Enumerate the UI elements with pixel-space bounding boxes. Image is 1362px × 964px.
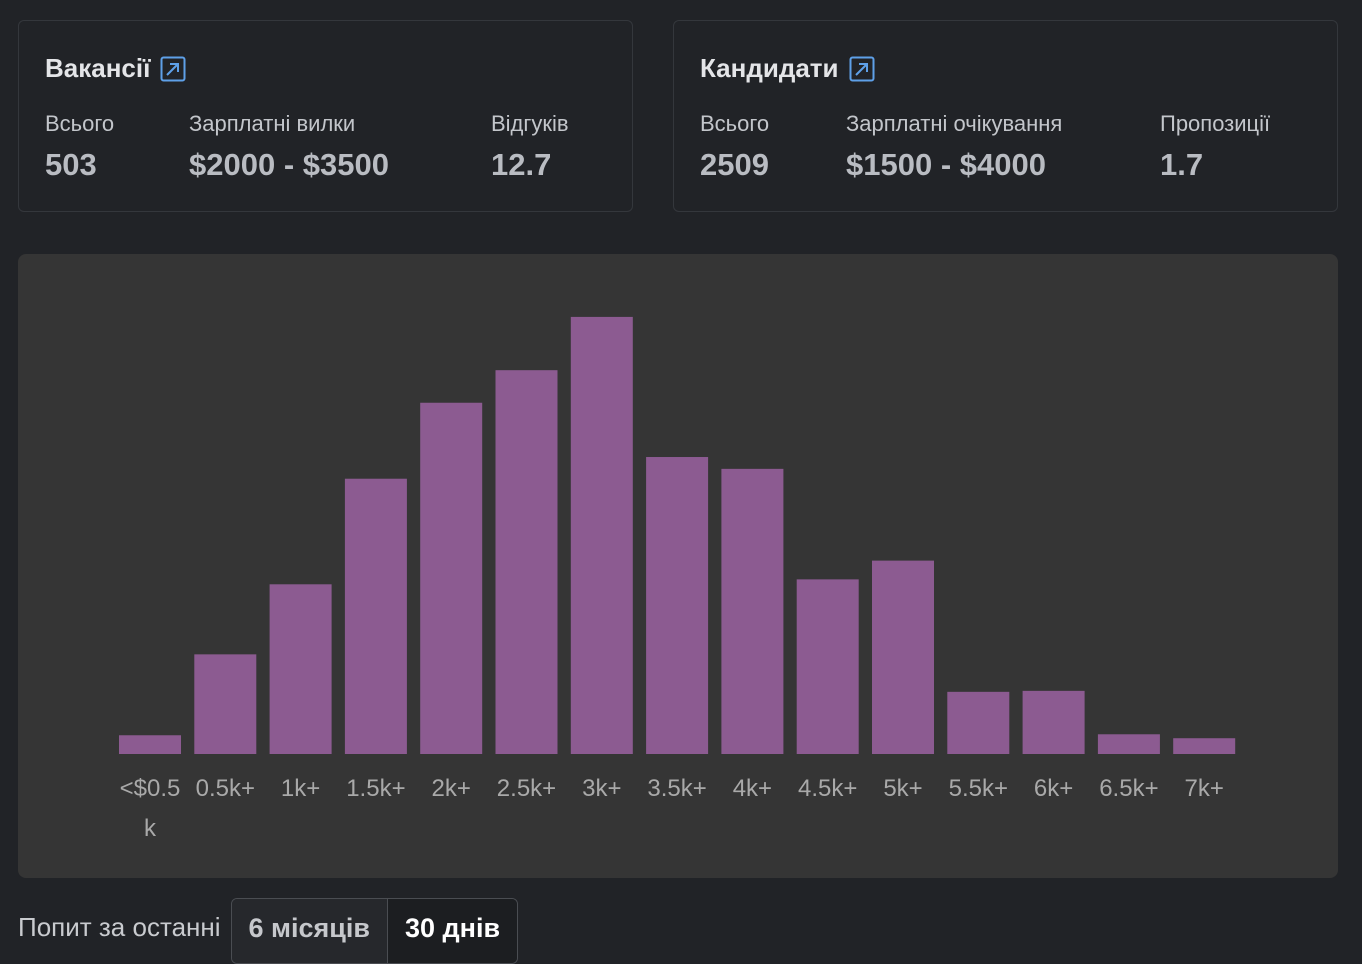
histogram-bar[interactable] xyxy=(270,584,332,754)
x-tick-label: 2.5k+ xyxy=(497,775,556,802)
histogram-bar[interactable] xyxy=(646,457,708,754)
x-tick-label: 0.5k+ xyxy=(196,775,255,802)
vacancies-title-text: Вакансії xyxy=(45,53,150,84)
histogram-bar[interactable] xyxy=(571,317,633,754)
external-link-icon[interactable] xyxy=(160,56,186,82)
vacancies-responses: Відгуків 12.7 xyxy=(491,111,569,183)
stat-value: $2000 - $3500 xyxy=(189,147,389,183)
x-tick-label: 4k+ xyxy=(733,775,772,802)
candidates-title-text: Кандидати xyxy=(700,53,839,84)
histogram-bar[interactable] xyxy=(1173,738,1235,754)
candidates-salary-expectations: Зарплатні очікування $1500 - $4000 xyxy=(846,111,1062,183)
stat-value: 1.7 xyxy=(1160,147,1270,183)
x-tick-label: 3.5k+ xyxy=(647,775,706,802)
histogram-bar[interactable] xyxy=(345,479,407,754)
stat-label: Пропозиції xyxy=(1160,111,1270,137)
x-tick-label: 4.5k+ xyxy=(798,775,857,802)
vacancies-salary-range: Зарплатні вилки $2000 - $3500 xyxy=(189,111,389,183)
x-tick-label: 2k+ xyxy=(432,775,471,802)
stat-value: 2509 xyxy=(700,147,769,183)
histogram-bar[interactable] xyxy=(1023,691,1085,754)
demand-period: Попит за останні 6 місяців 30 днів xyxy=(18,898,518,958)
histogram-bar[interactable] xyxy=(721,469,783,754)
stat-label: Зарплатні вилки xyxy=(189,111,389,137)
x-tick-label: <$0.5 k xyxy=(120,775,181,842)
histogram-bar[interactable] xyxy=(947,692,1009,754)
candidates-total: Всього 2509 xyxy=(700,111,769,183)
histogram-bar[interactable] xyxy=(797,579,859,754)
stat-label: Всього xyxy=(700,111,769,137)
salary-histogram: <$0.5 k 0.5k+ 1k+ 1.5k+ 2k+ 2.5k+ 3k+ 3.5k+ 4k+ 4.… xyxy=(18,254,1338,878)
x-tick-label: 1.5k+ xyxy=(346,775,405,802)
period-6-months-button[interactable]: 6 місяців xyxy=(232,899,387,963)
x-tick-label: 5k+ xyxy=(883,775,922,802)
candidates-title: Кандидати xyxy=(700,53,875,84)
stat-label: Відгуків xyxy=(491,111,569,137)
x-tick-label: 7k+ xyxy=(1185,775,1224,802)
histogram-bar[interactable] xyxy=(119,735,181,754)
x-tick-label: 6k+ xyxy=(1034,775,1073,802)
histogram-bar[interactable] xyxy=(194,654,256,754)
demand-period-label: Попит за останні xyxy=(18,912,221,943)
histogram-bar[interactable] xyxy=(496,370,558,754)
stat-value: 503 xyxy=(45,147,114,183)
stat-value: $1500 - $4000 xyxy=(846,147,1062,183)
candidates-card: Кандидати Всього 2509 Зарплатні очікуван… xyxy=(673,20,1338,212)
vacancies-total: Всього 503 xyxy=(45,111,114,183)
x-tick-label: 3k+ xyxy=(582,775,621,802)
period-30-days-button[interactable]: 30 днів xyxy=(387,899,517,963)
histogram-svg: <$0.5 k 0.5k+ 1k+ 1.5k+ 2k+ 2.5k+ 3k+ 3.5k+ 4k+ 4.… xyxy=(18,254,1338,878)
histogram-bar[interactable] xyxy=(420,403,482,754)
vacancies-title: Вакансії xyxy=(45,53,186,84)
stat-value: 12.7 xyxy=(491,147,569,183)
x-tick-label: 1k+ xyxy=(281,775,320,802)
stat-label: Всього xyxy=(45,111,114,137)
histogram-bar[interactable] xyxy=(872,561,934,754)
stat-label: Зарплатні очікування xyxy=(846,111,1062,137)
vacancies-card: Вакансії Всього 503 Зарплатні вилки $200… xyxy=(18,20,633,212)
x-tick-label: 5.5k+ xyxy=(949,775,1008,802)
external-link-icon[interactable] xyxy=(849,56,875,82)
period-toggle: 6 місяців 30 днів xyxy=(231,898,519,964)
x-tick-label: 6.5k+ xyxy=(1099,775,1158,802)
candidates-offers: Пропозиції 1.7 xyxy=(1160,111,1270,183)
histogram-bar[interactable] xyxy=(1098,734,1160,754)
